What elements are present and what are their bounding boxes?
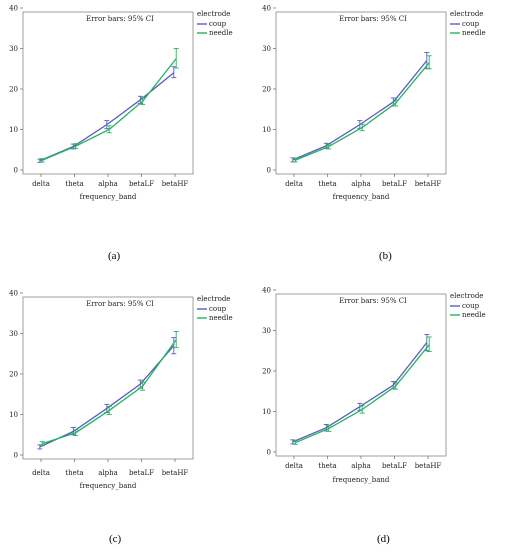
chart-title: Error bars: 95% CI bbox=[86, 300, 154, 308]
y-tick-label: 20 bbox=[9, 86, 18, 94]
y-tick-label: 20 bbox=[262, 86, 271, 94]
caption-b: (b) bbox=[379, 250, 392, 262]
legend-title: electrode bbox=[450, 10, 483, 18]
chart-svg-d: 0 10 20 30 40 delta theta alpha betaLF betaHF freq… bbox=[262, 287, 486, 485]
x-axis-label: frequency_band bbox=[80, 482, 137, 490]
series-line-coup bbox=[39, 345, 175, 448]
caption-c: (c) bbox=[109, 533, 122, 545]
x-tick-label: betaHF bbox=[162, 469, 189, 477]
plot-frame bbox=[22, 296, 194, 460]
y-tick-label: 10 bbox=[9, 411, 18, 419]
y-tick-label: 40 bbox=[9, 290, 18, 298]
y-tick-label: 0 bbox=[267, 449, 271, 457]
x-tick-label: betaHF bbox=[162, 180, 189, 188]
x-tick-label: betaLF bbox=[382, 180, 407, 188]
chart-panel-a: 0 10 20 30 40 delta theta alpha betaLF betaHF freq… bbox=[0, 0, 252, 275]
x-tick-label: delta bbox=[32, 180, 50, 188]
legend-title: electrode bbox=[197, 10, 230, 18]
y-tick-label: 40 bbox=[9, 5, 18, 13]
chart-title: Error bars: 95% CI bbox=[86, 15, 154, 23]
x-tick-label: betaLF bbox=[129, 469, 154, 477]
y-tick-label: 40 bbox=[262, 287, 271, 295]
y-tick-label: 20 bbox=[9, 371, 18, 379]
y-tick-label: 30 bbox=[262, 327, 271, 335]
legend-label-needle: needle bbox=[462, 29, 486, 37]
y-tick-label: 10 bbox=[9, 126, 18, 134]
y-tick-label: 20 bbox=[262, 368, 271, 376]
x-axis-label: frequency_band bbox=[80, 193, 137, 201]
x-tick-label: theta bbox=[65, 180, 83, 188]
legend-label-needle: needle bbox=[209, 314, 233, 322]
legend-title: electrode bbox=[197, 295, 230, 303]
x-tick-label: theta bbox=[65, 469, 83, 477]
y-tick-label: 0 bbox=[267, 167, 271, 175]
y-tick-label: 30 bbox=[9, 45, 18, 53]
x-tick-label: alpha bbox=[98, 469, 118, 477]
x-tick-label: delta bbox=[32, 469, 50, 477]
plot-frame bbox=[22, 11, 194, 175]
series-line-needle bbox=[294, 344, 430, 444]
chart-title: Error bars: 95% CI bbox=[339, 297, 407, 305]
chart-panel-c: 0 10 20 30 40 delta theta alpha betaLF betaHF freq… bbox=[0, 285, 252, 560]
legend-label-coup: coup bbox=[462, 302, 480, 310]
legend-label-needle: needle bbox=[209, 29, 233, 37]
legend-title: electrode bbox=[450, 292, 483, 300]
series-line-coup bbox=[39, 72, 175, 162]
plot-frame bbox=[275, 11, 447, 175]
legend-label-needle: needle bbox=[462, 311, 486, 319]
x-axis-label: frequency_band bbox=[333, 476, 390, 484]
y-tick-label: 30 bbox=[9, 330, 18, 338]
chart-svg-a: 0 10 20 30 40 delta theta alpha betaLF betaHF freq… bbox=[9, 5, 233, 202]
chart-svg-b: 0 10 20 30 40 delta theta alpha betaLF betaHF freq… bbox=[262, 5, 486, 202]
y-tick-label: 0 bbox=[14, 167, 18, 175]
series-line-coup bbox=[292, 342, 428, 443]
x-tick-label: delta bbox=[285, 462, 303, 470]
x-tick-label: theta bbox=[318, 462, 336, 470]
series-line-coup bbox=[292, 60, 428, 161]
caption-d: (d) bbox=[377, 533, 390, 545]
x-tick-label: betaLF bbox=[129, 180, 154, 188]
x-axis-label: frequency_band bbox=[333, 193, 390, 201]
series-line-needle bbox=[294, 62, 430, 161]
legend-label-coup: coup bbox=[462, 20, 480, 28]
x-tick-label: betaHF bbox=[415, 180, 442, 188]
y-tick-label: 0 bbox=[14, 452, 18, 460]
caption-a: (a) bbox=[108, 250, 121, 262]
y-tick-label: 30 bbox=[262, 45, 271, 53]
x-tick-label: alpha bbox=[351, 462, 371, 470]
chart-panel-d: 0 10 20 30 40 delta theta alpha betaLF betaHF freq… bbox=[253, 282, 505, 557]
series-line-needle bbox=[41, 339, 177, 445]
chart-svg-c: 0 10 20 30 40 delta theta alpha betaLF betaHF freq… bbox=[9, 290, 233, 491]
y-tick-label: 40 bbox=[262, 5, 271, 13]
plot-frame bbox=[275, 293, 447, 457]
chart-title: Error bars: 95% CI bbox=[339, 15, 407, 23]
chart-panel-b: 0 10 20 30 40 delta theta alpha betaLF betaHF freq… bbox=[253, 0, 505, 275]
y-tick-label: 10 bbox=[262, 126, 271, 134]
x-tick-label: delta bbox=[285, 180, 303, 188]
y-tick-label: 10 bbox=[262, 408, 271, 416]
legend-label-coup: coup bbox=[209, 305, 227, 313]
x-tick-label: alpha bbox=[98, 180, 118, 188]
x-tick-label: betaLF bbox=[382, 462, 407, 470]
x-tick-label: alpha bbox=[351, 180, 371, 188]
series-line-needle bbox=[41, 58, 177, 161]
x-tick-label: theta bbox=[318, 180, 336, 188]
x-tick-label: betaHF bbox=[415, 462, 442, 470]
legend-label-coup: coup bbox=[209, 20, 227, 28]
